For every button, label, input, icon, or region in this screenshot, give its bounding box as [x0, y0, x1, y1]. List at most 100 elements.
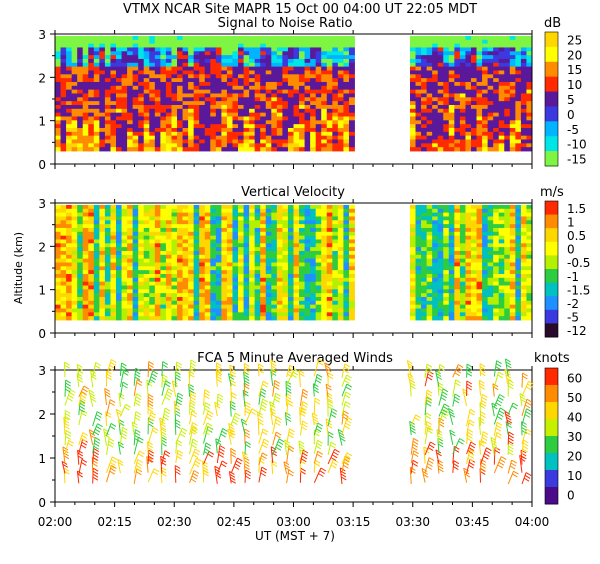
heatmap-cell: [183, 305, 189, 309]
heatmap-cell: [477, 44, 483, 48]
heatmap-cell: [77, 59, 83, 63]
heatmap-cell: [477, 228, 483, 232]
heatmap-cell: [343, 78, 349, 82]
heatmap-cell: [282, 309, 288, 313]
heatmap-cell: [116, 232, 122, 236]
heatmap-cell: [438, 255, 444, 259]
heatmap-cell: [332, 224, 338, 228]
heatmap-cell: [266, 209, 272, 213]
heatmap-cell: [160, 247, 166, 251]
heatmap-cell: [427, 259, 433, 263]
heatmap-cell: [421, 40, 427, 44]
heatmap-cell: [77, 259, 83, 263]
heatmap-cell: [66, 109, 72, 113]
heatmap-cell: [305, 147, 311, 151]
heatmap-cell: [61, 220, 67, 224]
heatmap-cell: [294, 78, 300, 82]
heatmap-cell: [521, 224, 527, 228]
heatmap-cell: [327, 270, 333, 274]
heatmap-cell: [55, 205, 61, 209]
heatmap-cell: [477, 205, 483, 209]
heatmap-cell: [504, 243, 510, 247]
heatmap-cell: [349, 44, 355, 48]
heatmap-cell: [155, 44, 161, 48]
heatmap-cell: [515, 239, 521, 243]
heatmap-cell: [316, 147, 322, 151]
heatmap-cell: [171, 147, 177, 151]
heatmap-cell: [138, 67, 144, 71]
heatmap-cell: [133, 224, 139, 228]
heatmap-cell: [205, 266, 211, 270]
heatmap-cell: [454, 262, 460, 266]
heatmap-cell: [282, 209, 288, 213]
heatmap-cell: [449, 63, 455, 67]
heatmap-cell: [238, 55, 244, 59]
heatmap-cell: [199, 70, 205, 74]
heatmap-cell: [510, 124, 516, 128]
heatmap-cell: [305, 228, 311, 232]
heatmap-cell: [216, 305, 222, 309]
heatmap-cell: [255, 239, 261, 243]
heatmap-cell: [277, 278, 283, 282]
heatmap-cell: [66, 220, 72, 224]
heatmap-cell: [144, 47, 150, 51]
heatmap-cell: [110, 243, 116, 247]
heatmap-cell: [410, 205, 416, 209]
heatmap-cell: [266, 105, 272, 109]
heatmap-cell: [465, 44, 471, 48]
heatmap-cell: [183, 282, 189, 286]
heatmap-cell: [255, 243, 261, 247]
heatmap-cell: [310, 209, 316, 213]
heatmap-cell: [122, 47, 128, 51]
heatmap-cell: [160, 224, 166, 228]
heatmap-cell: [77, 312, 83, 316]
heatmap-cell: [310, 243, 316, 247]
heatmap-cell: [155, 282, 161, 286]
heatmap-cell: [338, 224, 344, 228]
heatmap-cell: [149, 124, 155, 128]
heatmap-cell: [116, 82, 122, 86]
heatmap-cell: [294, 213, 300, 217]
heatmap-cell: [216, 116, 222, 120]
heatmap-cell: [271, 220, 277, 224]
heatmap-cell: [499, 220, 505, 224]
heatmap-cell: [94, 55, 100, 59]
heatmap-cell: [238, 213, 244, 217]
heatmap-cell: [238, 220, 244, 224]
heatmap-cell: [260, 243, 266, 247]
heatmap-cell: [99, 305, 105, 309]
heatmap-cell: [310, 247, 316, 251]
heatmap-cell: [144, 124, 150, 128]
wind-barb-flag: [168, 389, 173, 392]
heatmap-cell: [160, 312, 166, 316]
heatmap-cell: [83, 140, 89, 144]
heatmap-cell: [349, 93, 355, 97]
heatmap-cell: [255, 209, 261, 213]
heatmap-cell: [321, 255, 327, 259]
heatmap-cell: [205, 105, 211, 109]
heatmap-cell: [493, 266, 499, 270]
heatmap-cell: [471, 36, 477, 40]
heatmap-cell: [122, 93, 128, 97]
heatmap-cell: [277, 312, 283, 316]
heatmap-cell: [421, 74, 427, 78]
heatmap-cell: [77, 101, 83, 105]
heatmap-cell: [83, 86, 89, 90]
heatmap-cell: [510, 67, 516, 71]
heatmap-cell: [238, 82, 244, 86]
heatmap-cell: [432, 262, 438, 266]
y-tick-label: 0: [38, 158, 46, 172]
heatmap-cell: [83, 274, 89, 278]
heatmap-cell: [105, 316, 111, 320]
heatmap-cell: [144, 36, 150, 40]
heatmap-cell: [171, 316, 177, 320]
heatmap-cell: [61, 282, 67, 286]
heatmap-cell: [449, 44, 455, 48]
heatmap-cell: [421, 247, 427, 251]
heatmap-cell: [194, 209, 200, 213]
heatmap-cell: [194, 247, 200, 251]
heatmap-cell: [221, 259, 227, 263]
heatmap-cell: [449, 97, 455, 101]
heatmap-cell: [477, 289, 483, 293]
heatmap-cell: [99, 109, 105, 113]
